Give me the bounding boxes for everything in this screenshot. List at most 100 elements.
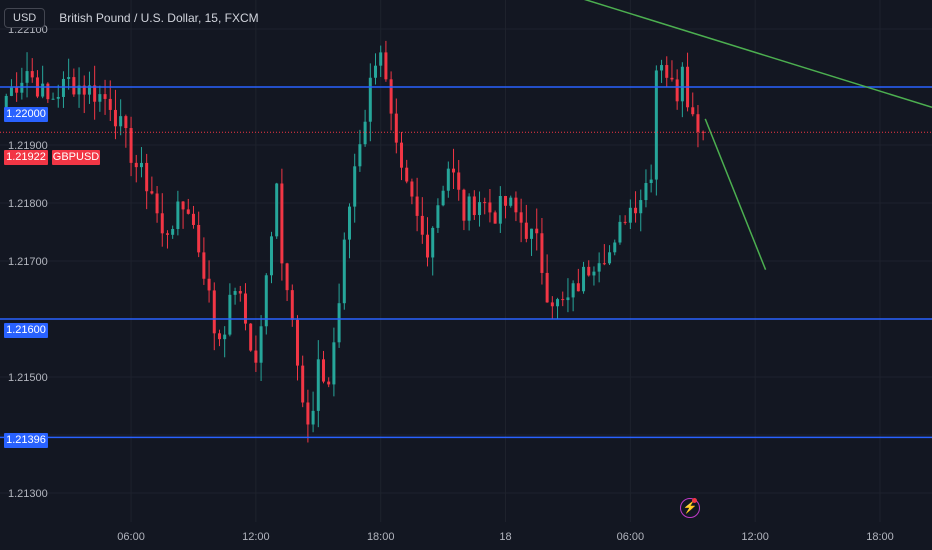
candle-up — [446, 168, 450, 191]
candle-down — [165, 233, 169, 235]
candle-down — [472, 196, 476, 216]
candle-up — [582, 266, 586, 292]
candle-up — [119, 116, 123, 127]
trendline[interactable] — [704, 118, 767, 270]
candle-up — [592, 271, 596, 276]
candle-down — [243, 293, 247, 324]
candle-down — [550, 302, 554, 307]
candle-up — [374, 65, 378, 78]
candle-up — [311, 410, 315, 425]
candle-down — [701, 131, 705, 133]
candle-up — [269, 236, 273, 276]
candle-down — [295, 319, 299, 366]
candle-down — [290, 290, 294, 320]
candle-down — [665, 65, 669, 78]
candle-down — [93, 85, 97, 102]
time-tick-label: 12:00 — [741, 531, 769, 543]
candle-down — [217, 333, 221, 340]
chart-title: British Pound / U.S. Dollar, 15, FXCM — [59, 11, 259, 25]
candle-down — [72, 77, 76, 95]
candle-down — [483, 202, 487, 204]
candle-down — [321, 359, 325, 382]
candle-down — [535, 228, 539, 234]
alert-notification-dot — [692, 498, 697, 503]
candle-down — [452, 168, 456, 173]
candle-down — [587, 266, 591, 276]
price-tick-label: 1.21700 — [8, 256, 48, 268]
candle-up — [436, 205, 440, 228]
candle-up — [275, 183, 279, 237]
candle-up — [530, 228, 534, 239]
trendline[interactable] — [493, 0, 932, 109]
candle-up — [509, 197, 513, 206]
candle-down — [540, 233, 544, 273]
candle-up — [618, 221, 622, 243]
candle-up — [478, 202, 482, 216]
price-tick-label: 1.21300 — [8, 488, 48, 500]
candle-up — [4, 95, 8, 108]
candle-down — [30, 71, 34, 78]
lightning-alert-icon[interactable]: ⚡ — [680, 498, 700, 518]
candle-up — [342, 239, 346, 304]
candle-up — [639, 200, 643, 214]
candle-down — [696, 114, 700, 132]
candle-up — [228, 294, 232, 335]
candle-up — [337, 303, 341, 343]
candle-down — [514, 197, 518, 213]
candle-down — [46, 83, 50, 100]
candle-up — [358, 144, 362, 167]
candle-up — [176, 201, 180, 230]
candle-up — [556, 299, 560, 307]
candle-up — [608, 252, 612, 264]
candle-up — [171, 229, 175, 235]
candle-down — [394, 113, 398, 143]
time-tick-label: 18:00 — [367, 531, 395, 543]
time-tick-label: 18 — [499, 531, 511, 543]
time-tick-label: 12:00 — [242, 531, 270, 543]
candle-down — [306, 402, 310, 425]
level-price-label: 1.22000 — [4, 107, 48, 122]
candle-down — [280, 183, 284, 264]
level-price-label: 1.21600 — [4, 323, 48, 338]
candle-down — [634, 207, 638, 214]
candle-up — [264, 275, 268, 327]
candle-down — [155, 193, 159, 214]
candle-down — [15, 87, 19, 93]
candle-up — [67, 77, 71, 79]
candle-up — [353, 166, 357, 207]
candle-up — [77, 85, 81, 95]
candle-down — [400, 142, 404, 168]
candle-up — [56, 96, 60, 99]
candle-up — [613, 242, 617, 253]
candle-up — [332, 342, 336, 385]
candle-down — [576, 283, 580, 292]
candle-down — [415, 196, 419, 216]
candle-down — [327, 381, 331, 385]
candle-down — [410, 181, 414, 197]
candle-up — [139, 162, 143, 168]
candle-down — [202, 252, 206, 279]
candle-up — [660, 65, 664, 71]
candle-up — [649, 179, 653, 184]
currency-selector[interactable]: USD — [4, 8, 46, 28]
candle-down — [191, 213, 195, 225]
candle-down — [561, 299, 565, 301]
candle-down — [602, 263, 606, 265]
candle-down — [405, 167, 409, 182]
candle-up — [61, 78, 65, 97]
candle-down — [488, 202, 492, 213]
candle-down — [420, 215, 424, 235]
candle-down — [212, 290, 216, 334]
time-tick-label: 18:00 — [866, 531, 894, 543]
level-price-label: 1.21396 — [4, 433, 48, 448]
price-tick-label: 1.21900 — [8, 140, 48, 152]
candle-up — [233, 291, 237, 295]
candle-up — [441, 190, 445, 206]
candle-up — [223, 334, 227, 340]
candle-down — [113, 109, 117, 127]
candle-up — [41, 83, 45, 97]
candle-down — [691, 107, 695, 115]
time-tick-label: 06:00 — [117, 531, 145, 543]
candle-down — [129, 128, 133, 163]
